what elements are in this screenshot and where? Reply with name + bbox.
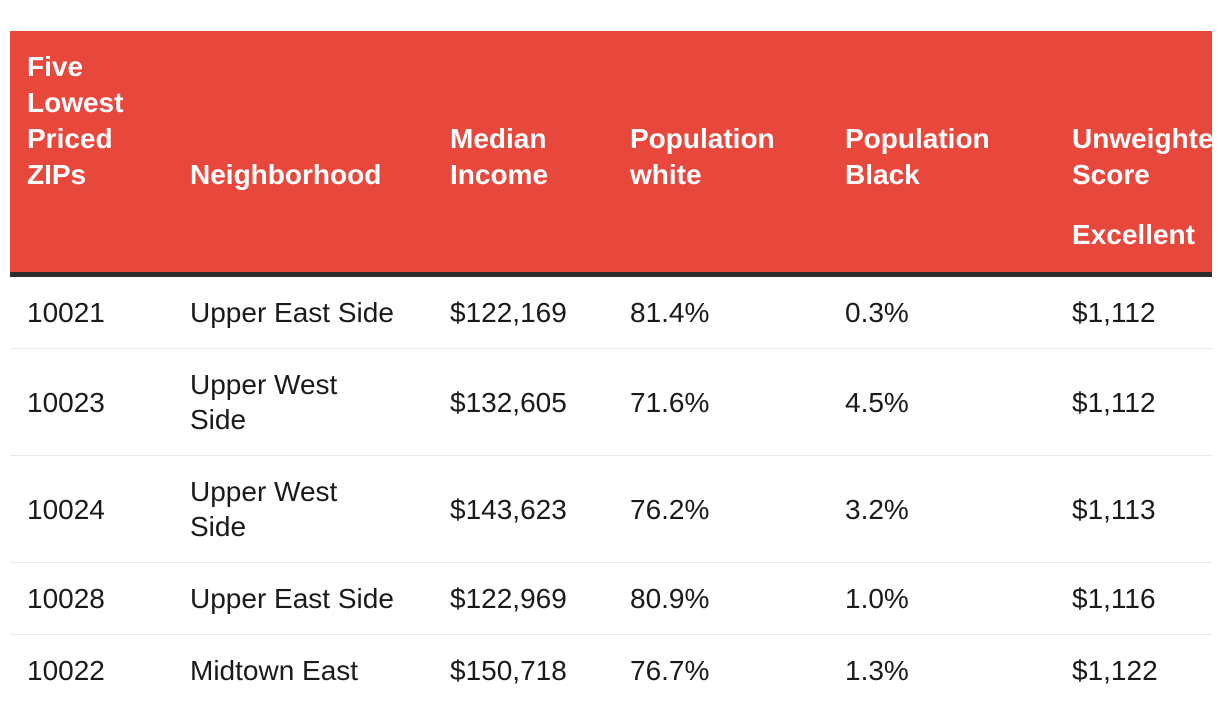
cell-population-black: 1.3% xyxy=(828,634,1055,706)
subheader-zips xyxy=(10,193,173,277)
column-header-median-income: Median Income xyxy=(433,31,613,193)
cell-zip: 10024 xyxy=(10,455,173,563)
cell-zip: 10021 xyxy=(10,274,173,349)
cell-zip: 10023 xyxy=(10,348,173,456)
cell-median-income: $150,718 xyxy=(433,634,613,706)
header-row-main: Five Lowest Priced ZIPs Neighborhood Med… xyxy=(10,31,1212,193)
table-viewport: Five Lowest Priced ZIPs Neighborhood Med… xyxy=(10,31,1212,720)
cell-population-black: 4.5% xyxy=(828,348,1055,456)
cell-unweighted-score: $1,112 xyxy=(1055,348,1212,456)
cell-neighborhood: Midtown East xyxy=(173,634,433,706)
column-header-population-black: Population Black xyxy=(828,31,1055,193)
table-row: 10022 Midtown East $150,718 76.7% 1.3% $… xyxy=(10,634,1212,706)
column-header-zips: Five Lowest Priced ZIPs xyxy=(10,31,173,193)
cell-population-white: 81.4% xyxy=(613,274,828,349)
cell-population-white: 80.9% xyxy=(613,562,828,635)
cell-zip: 10022 xyxy=(10,634,173,706)
cell-population-black: 1.0% xyxy=(828,562,1055,635)
cell-unweighted-score: $1,113 xyxy=(1055,455,1212,563)
cell-median-income: $143,623 xyxy=(433,455,613,563)
cell-neighborhood: Upper West Side xyxy=(173,455,433,563)
cell-median-income: $132,605 xyxy=(433,348,613,456)
subheader-population-black xyxy=(828,193,1055,277)
subheader-population-white xyxy=(613,193,828,277)
column-header-neighborhood: Neighborhood xyxy=(173,31,433,193)
cell-population-black: 3.2% xyxy=(828,455,1055,563)
cell-zip: 10028 xyxy=(10,562,173,635)
cell-population-white: 76.2% xyxy=(613,455,828,563)
lowest-priced-zips-table: Five Lowest Priced ZIPs Neighborhood Med… xyxy=(10,31,1212,706)
cell-neighborhood: Upper West Side xyxy=(173,348,433,456)
table-row: 10028 Upper East Side $122,969 80.9% 1.0… xyxy=(10,562,1212,635)
subheader-neighborhood xyxy=(173,193,433,277)
cell-unweighted-score: $1,112 xyxy=(1055,274,1212,349)
cell-population-white: 71.6% xyxy=(613,348,828,456)
subheader-excellent: Excellent xyxy=(1055,193,1212,277)
cell-neighborhood: Upper East Side xyxy=(173,274,433,349)
table-row: 10024 Upper West Side $143,623 76.2% 3.2… xyxy=(10,455,1212,563)
column-header-population-white: Population white xyxy=(613,31,828,193)
cell-median-income: $122,969 xyxy=(433,562,613,635)
cell-population-black: 0.3% xyxy=(828,274,1055,349)
cell-median-income: $122,169 xyxy=(433,274,613,349)
column-header-unweighted-score: Unweighted Score xyxy=(1055,31,1212,193)
table-row: 10021 Upper East Side $122,169 81.4% 0.3… xyxy=(10,274,1212,349)
table-body: 10021 Upper East Side $122,169 81.4% 0.3… xyxy=(10,274,1212,706)
subheader-median-income xyxy=(433,193,613,277)
header-row-sub: Excellent xyxy=(10,193,1212,277)
table-row: 10023 Upper West Side $132,605 71.6% 4.5… xyxy=(10,348,1212,456)
table-header: Five Lowest Priced ZIPs Neighborhood Med… xyxy=(10,31,1212,277)
cell-unweighted-score: $1,122 xyxy=(1055,634,1212,706)
cell-neighborhood: Upper East Side xyxy=(173,562,433,635)
cell-unweighted-score: $1,116 xyxy=(1055,562,1212,635)
cell-population-white: 76.7% xyxy=(613,634,828,706)
